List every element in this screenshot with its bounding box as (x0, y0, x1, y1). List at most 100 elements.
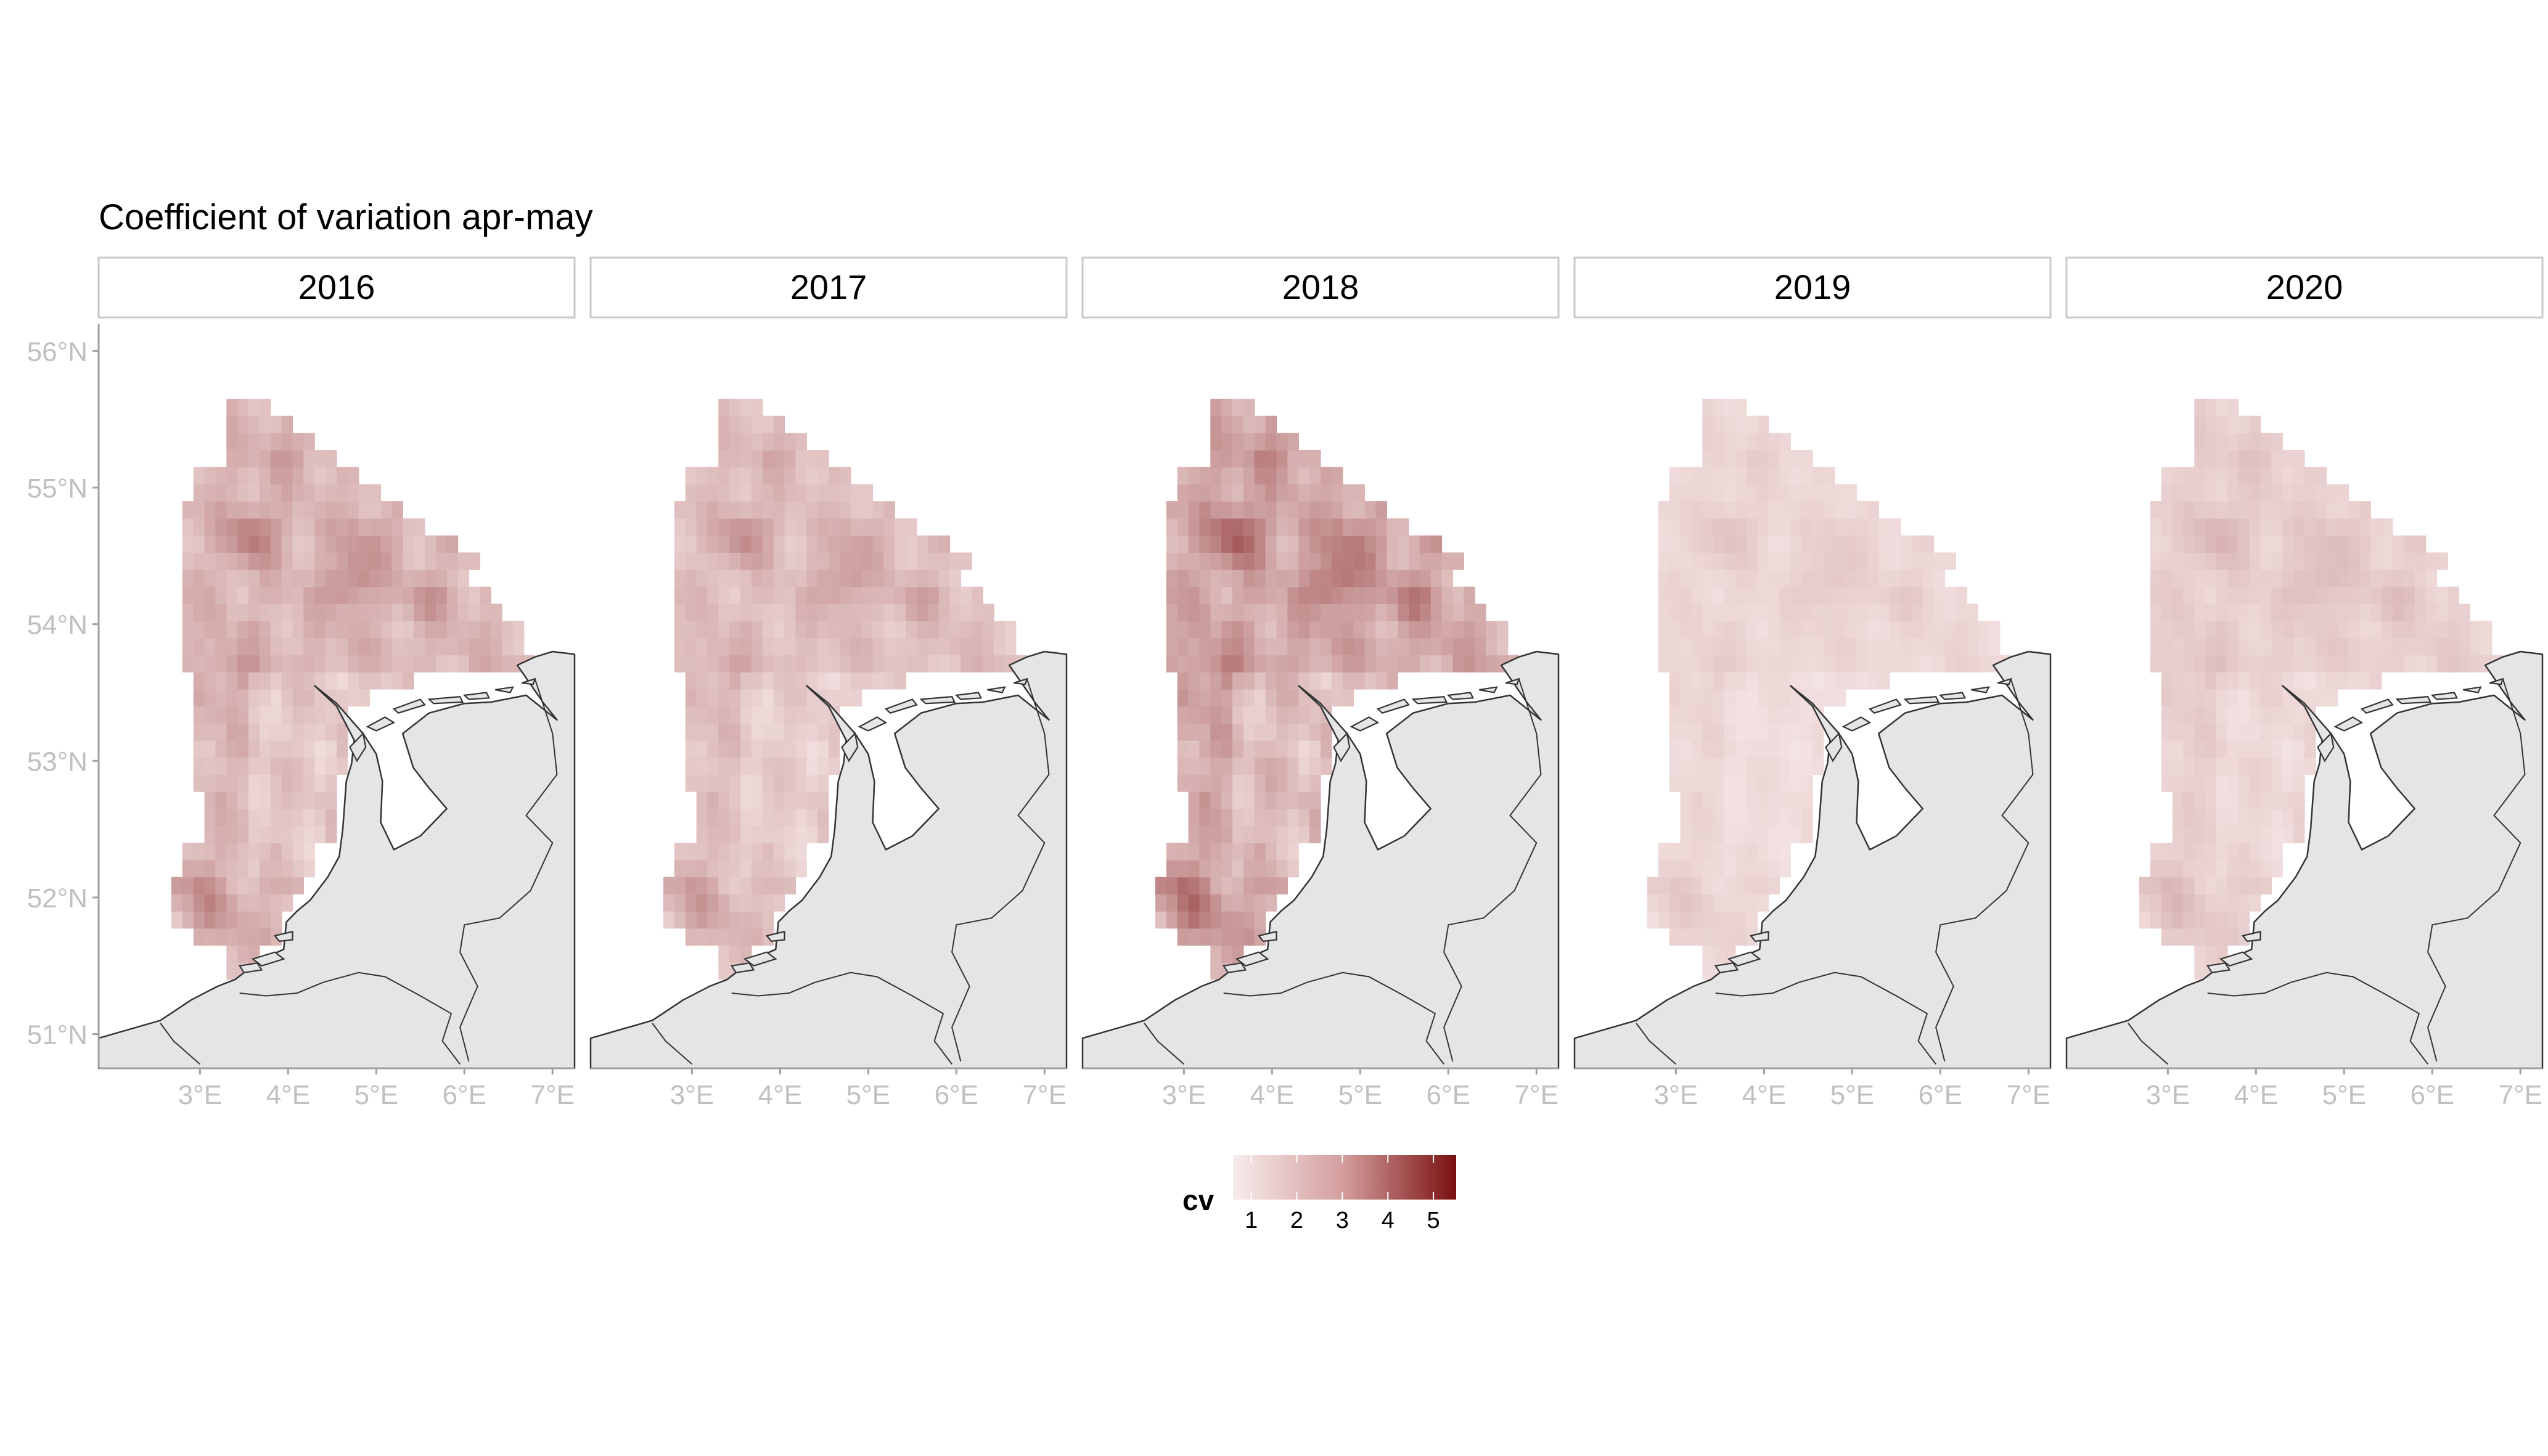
cv-cell (674, 603, 686, 621)
cv-cell (2216, 655, 2228, 673)
cv-cell (927, 637, 940, 656)
cv-cell (270, 843, 282, 861)
cv-cell (850, 655, 862, 673)
cv-cell (1287, 518, 1299, 536)
cv-cell (1746, 723, 1758, 741)
cv-cell (1956, 603, 1967, 621)
cv-cell (281, 757, 293, 775)
cv-cell (1342, 655, 1354, 673)
cv-cell (1177, 843, 1189, 861)
cv-cell (2205, 757, 2217, 775)
cv-cell (2260, 740, 2272, 758)
cv-cell (248, 450, 260, 468)
cv-cell (1647, 877, 1659, 894)
cv-cell (1735, 637, 1747, 656)
cv-cell (718, 484, 730, 502)
cv-cell (1232, 552, 1244, 570)
cv-cell (1735, 911, 1747, 929)
cv-cell (425, 637, 436, 656)
cv-cell (1890, 637, 1901, 656)
cv-cell (182, 570, 194, 587)
cv-cell (326, 535, 337, 553)
cv-cell (1177, 672, 1189, 690)
cv-cell (2194, 774, 2206, 792)
x-tick-label: 7°E (2007, 1080, 2050, 1110)
cv-cell (1232, 877, 1244, 894)
cv-cell (2293, 757, 2305, 775)
cv-cell (2150, 655, 2162, 673)
cv-cell (2393, 535, 2404, 553)
cv-cell (806, 757, 818, 775)
cv-cell (1746, 484, 1758, 502)
cv-cell (2227, 723, 2239, 741)
cv-cell (1790, 603, 1802, 621)
cv-cell (1823, 467, 1835, 485)
cv-cell (1265, 689, 1277, 707)
cv-cell (1724, 860, 1736, 878)
cv-cell (1221, 637, 1233, 656)
cv-cell (829, 723, 840, 741)
cv-cell (839, 484, 851, 502)
x-tick-label: 3°E (1654, 1080, 1698, 1110)
cv-cell (2382, 535, 2393, 553)
cv-cell (1166, 552, 1178, 570)
cv-cell (751, 450, 763, 468)
cv-cell (1702, 603, 1714, 621)
cv-cell (2337, 621, 2349, 639)
cv-cell (1188, 894, 1200, 912)
cv-cell (850, 484, 862, 502)
cv-cell (2150, 586, 2162, 604)
cv-cell (226, 911, 238, 929)
cv-cell (906, 637, 917, 656)
cv-cell (1669, 843, 1681, 861)
cv-cell (1768, 484, 1780, 502)
cv-cell (1321, 586, 1332, 604)
cv-cell (817, 672, 829, 690)
cv-cell (226, 501, 238, 519)
cv-cell (2227, 467, 2239, 485)
cv-cell (1713, 603, 1725, 621)
cv-cell (314, 774, 326, 792)
cv-cell (1691, 723, 1703, 741)
cv-cell (204, 672, 216, 690)
cv-cell (1486, 655, 1497, 673)
cv-cell (1735, 791, 1747, 809)
island (2430, 692, 2459, 700)
x-tick-label: 4°E (266, 1080, 310, 1110)
cv-cell (1309, 501, 1321, 519)
cv-cell (435, 535, 448, 553)
cv-cell (1823, 535, 1835, 553)
cv-cell (2282, 621, 2294, 639)
cv-cell (1166, 894, 1178, 912)
cv-cell (358, 655, 371, 673)
cv-cell (1155, 894, 1167, 912)
cv-cell (292, 877, 304, 894)
cv-cell (380, 552, 392, 570)
island (273, 930, 293, 943)
cv-cell (729, 945, 741, 963)
cv-cell (1724, 501, 1736, 519)
cv-cell (435, 637, 448, 656)
x-tick-label: 6°E (2411, 1080, 2454, 1110)
cv-cell (1658, 843, 1670, 861)
cv-cell (193, 603, 205, 621)
cv-cell (1221, 860, 1233, 878)
cv-cell (2194, 467, 2206, 485)
cv-cell (663, 911, 675, 929)
cv-cell (2393, 586, 2404, 604)
cv-cell (2304, 586, 2316, 604)
cv-cell (237, 535, 249, 553)
cv-cell (2260, 450, 2272, 468)
cv-cell (237, 843, 249, 861)
cv-cell (1364, 655, 1376, 673)
cv-cell (403, 570, 414, 587)
cv-cell (1691, 535, 1703, 553)
cv-cell (872, 570, 884, 587)
cv-cell (718, 586, 730, 604)
cv-cell (2194, 808, 2206, 827)
cv-cell (1911, 621, 1923, 639)
cv-cell (237, 672, 249, 690)
cv-cell (1430, 570, 1443, 587)
cv-cell (762, 501, 774, 519)
